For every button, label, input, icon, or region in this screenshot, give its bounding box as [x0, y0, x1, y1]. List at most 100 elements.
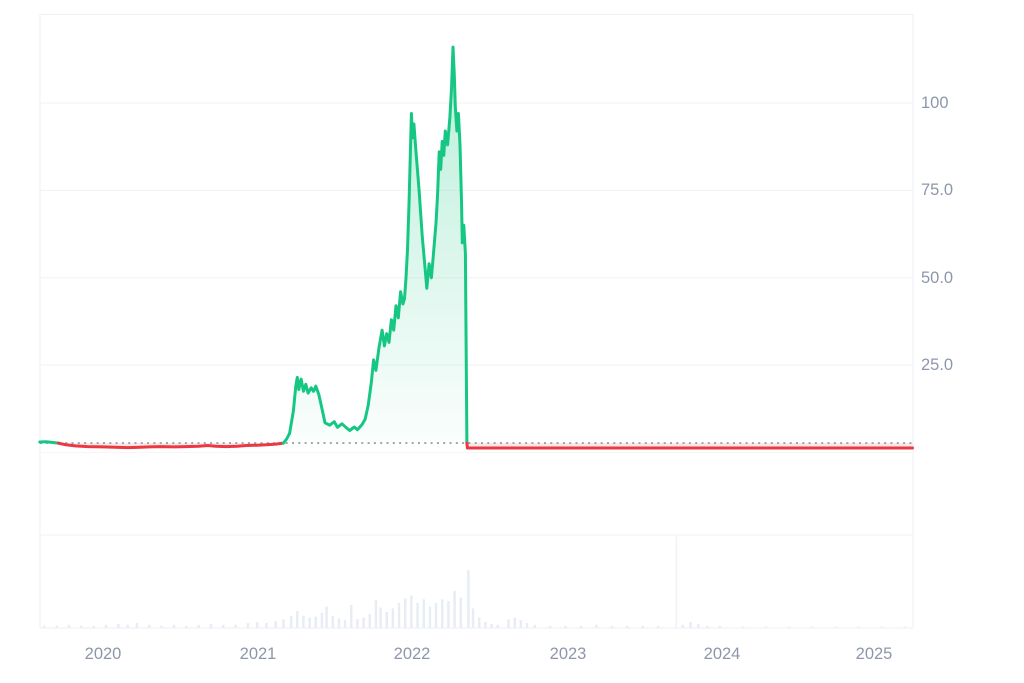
- price-line-down: [56, 441, 285, 450]
- volume-bar: [453, 591, 456, 628]
- volume-bar: [422, 599, 425, 628]
- volume-bar: [478, 617, 481, 628]
- volume-bar: [416, 602, 419, 628]
- volume-bar: [234, 624, 237, 628]
- volume-bar: [379, 607, 382, 628]
- x-tick-2021: 2021: [239, 645, 277, 663]
- volume-bar: [484, 622, 487, 628]
- volume-bar: [385, 612, 388, 628]
- volume-bar: [80, 625, 83, 628]
- volume-bar: [55, 625, 58, 628]
- x-tick-2023: 2023: [549, 645, 587, 663]
- volume-bar: [410, 595, 413, 628]
- y-tick-25: 25.0: [921, 356, 954, 374]
- volume-bar: [675, 536, 677, 628]
- volume-bar: [441, 599, 444, 628]
- volume-bar: [903, 626, 907, 628]
- volume-bar: [447, 601, 450, 628]
- volume-bar: [274, 621, 277, 628]
- volume-bar: [362, 617, 365, 628]
- volume-bar: [428, 606, 432, 628]
- volume-bar: [374, 600, 378, 628]
- volume-bar: [490, 623, 493, 628]
- x-tick-2024: 2024: [703, 645, 741, 663]
- volume-bar: [610, 625, 614, 628]
- volume-bar: [697, 623, 700, 628]
- volume-bar: [337, 618, 341, 628]
- volume-bar: [331, 615, 334, 628]
- price-line-up: [38, 440, 60, 445]
- y-tick-75: 75.0: [921, 181, 954, 199]
- y-tick-100: 100: [921, 94, 949, 112]
- volume-bar: [434, 602, 438, 628]
- volume-bar: [289, 615, 293, 628]
- volume-bar: [197, 624, 200, 628]
- volume-bar: [626, 625, 629, 628]
- volume-bar: [507, 619, 510, 628]
- volume-bar: [689, 622, 692, 628]
- x-tick-2022: 2022: [393, 645, 431, 663]
- volume-bar: [320, 612, 324, 628]
- volume-bar: [255, 622, 259, 628]
- volume-bar: [222, 624, 225, 628]
- volume-bar: [718, 625, 721, 628]
- volume-bar: [209, 623, 213, 628]
- volume-bar: [350, 604, 353, 628]
- area-fill-up: [283, 47, 467, 444]
- price-line-up: [281, 45, 469, 445]
- volume-bar: [496, 624, 499, 628]
- volume-bar: [548, 625, 552, 628]
- volume-bar: [579, 625, 583, 628]
- volume-bar: [857, 626, 860, 628]
- volume-bar: [391, 608, 395, 628]
- volume-bar: [302, 615, 305, 628]
- volume-bar: [246, 623, 250, 628]
- volume-bar: [172, 624, 176, 628]
- volume-bar: [404, 598, 407, 628]
- volume-bar: [160, 625, 163, 628]
- price-line-down: [465, 441, 914, 450]
- volume-bar: [564, 625, 567, 628]
- volume-bar: [764, 626, 768, 628]
- volume-bar: [834, 626, 837, 628]
- volume-bar: [459, 597, 462, 628]
- volume-bar: [356, 619, 359, 628]
- volume-bar: [308, 617, 311, 628]
- volume-bar: [368, 613, 371, 628]
- x-tick-2025: 2025: [855, 645, 893, 663]
- volume-bar: [467, 570, 470, 628]
- volume-bar: [681, 624, 684, 628]
- volume-bar: [706, 625, 709, 628]
- volume-bar: [92, 625, 95, 628]
- x-tick-2020: 2020: [84, 645, 122, 663]
- volume-bar: [595, 624, 598, 628]
- volume-bar: [343, 620, 347, 628]
- volume-bar: [135, 623, 139, 628]
- volume-bar: [787, 626, 791, 628]
- volume-bar: [104, 624, 108, 628]
- volume-bar: [314, 616, 317, 628]
- volume-bar: [43, 625, 46, 628]
- volume-bar: [185, 625, 188, 628]
- volume-bar: [126, 624, 129, 628]
- volume-bar: [519, 620, 523, 628]
- volume-bar: [397, 602, 401, 628]
- volume-bar: [67, 624, 71, 628]
- y-tick-50: 50.0: [921, 269, 954, 287]
- volume-bar: [296, 611, 299, 628]
- volume-bar: [811, 626, 814, 628]
- volume-bar: [880, 626, 883, 628]
- volume-bar: [741, 626, 745, 628]
- volume-bar: [282, 619, 285, 628]
- volume-bar: [325, 606, 328, 628]
- volume-bar: [471, 608, 475, 628]
- volume-bar: [533, 624, 536, 628]
- volume-bar: [117, 623, 120, 628]
- volume-bar: [513, 617, 516, 628]
- volume-bar: [525, 623, 529, 628]
- volume-bar: [656, 625, 660, 628]
- volume-bar: [641, 625, 644, 628]
- volume-bar: [265, 623, 268, 628]
